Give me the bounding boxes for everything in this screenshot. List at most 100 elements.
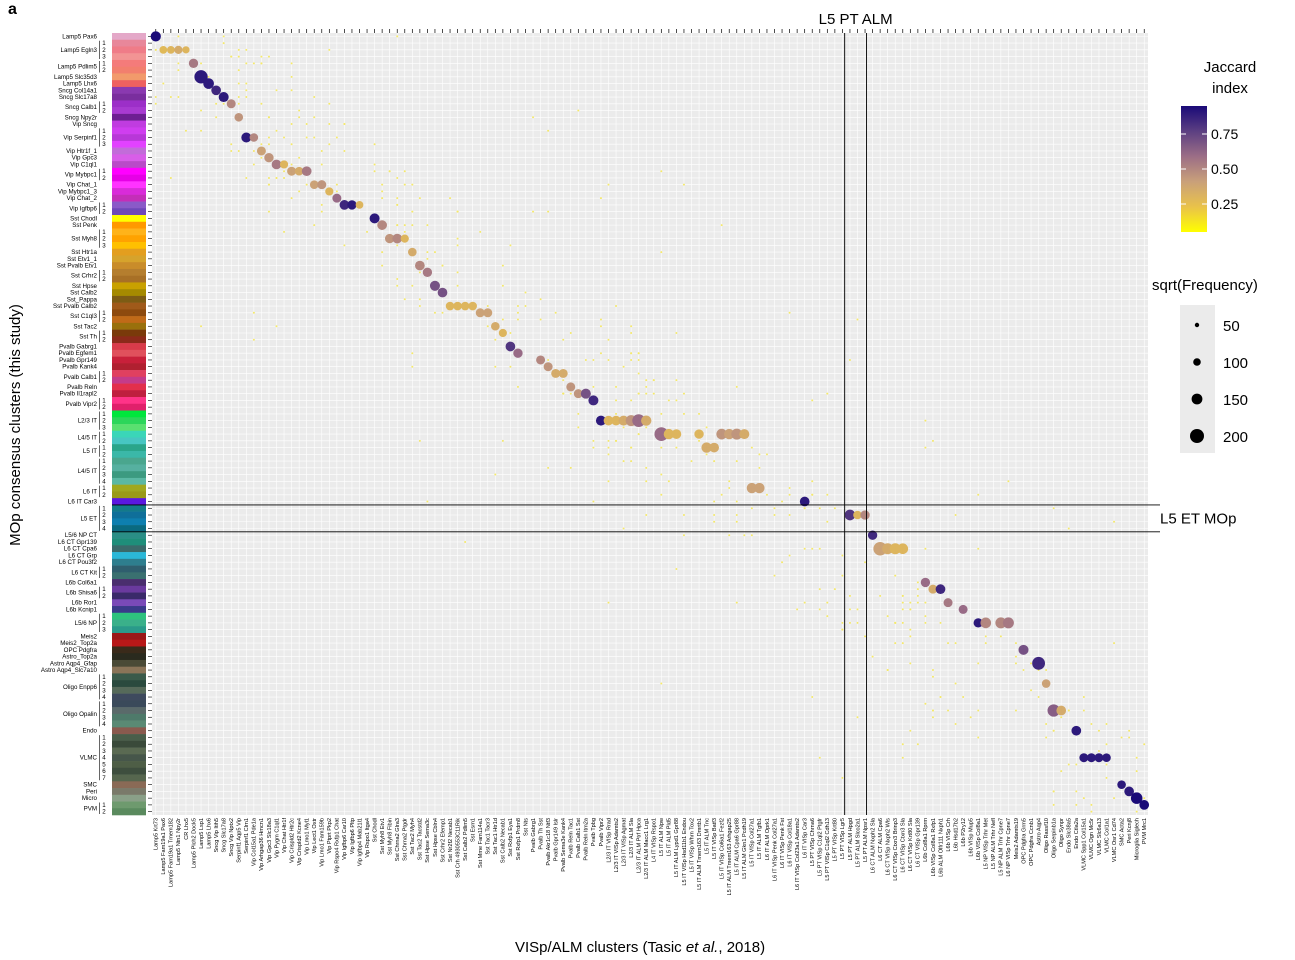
size-legend-circle	[1191, 393, 1203, 405]
y-subcluster-number: 2	[102, 175, 106, 182]
faint-point	[230, 55, 233, 58]
data-point	[889, 543, 901, 555]
faint-point	[637, 352, 640, 355]
faint-point	[615, 385, 618, 388]
faint-point	[418, 271, 421, 274]
y-subcluster-number: 2	[102, 134, 106, 141]
x-tick-label: Pvalb Gabrg1	[531, 818, 537, 852]
faint-point	[328, 102, 331, 105]
y-group-label: L4/5 IT	[78, 468, 97, 475]
faint-point	[773, 514, 776, 517]
faint-point	[524, 305, 527, 308]
faint-point	[328, 48, 331, 51]
x-tick-label: L6b VISp Crh	[946, 818, 952, 852]
faint-point	[660, 682, 663, 685]
faint-point	[418, 305, 421, 308]
data-point	[1041, 679, 1051, 688]
size-legend-circle	[1190, 429, 1204, 443]
faint-point	[758, 466, 761, 469]
faint-point	[720, 224, 723, 227]
faint-point	[984, 642, 987, 645]
faint-point	[818, 547, 821, 550]
x-tick-label: Oligo Synpr	[1059, 818, 1065, 847]
faint-point	[592, 358, 595, 361]
x-tick-label: SMC Acta2	[1119, 818, 1125, 846]
faint-point	[630, 331, 633, 334]
faint-point	[879, 594, 882, 597]
faint-point	[713, 520, 716, 523]
faint-point	[1135, 770, 1138, 773]
data-point	[595, 415, 606, 426]
faint-point	[856, 621, 859, 624]
data-point	[1018, 644, 1029, 655]
faint-point	[833, 507, 836, 510]
x-tick-label: L2/3 IT VISp Adamts2	[614, 818, 620, 872]
faint-point	[222, 35, 225, 38]
cluster-color-cell	[112, 397, 146, 405]
y-group-label: Sst Pvalb Calb2	[53, 303, 98, 310]
x-tick-label: Vip Lmo1 Myl1	[304, 818, 310, 855]
faint-point	[1097, 749, 1100, 752]
faint-point	[909, 729, 912, 732]
cluster-color-cell	[112, 619, 146, 627]
size-legend-title: sqrt(Frequency)	[1152, 277, 1258, 294]
cluster-color-cell	[112, 201, 146, 209]
data-point	[422, 267, 433, 277]
faint-point	[237, 82, 240, 85]
faint-point	[773, 507, 776, 510]
y-subcluster-number: 2	[102, 741, 106, 748]
faint-point	[924, 547, 927, 550]
y-axis-title: MOp consensus clusters (this study)	[7, 304, 24, 546]
cluster-color-strip	[112, 33, 146, 816]
size-legend-panel	[1180, 305, 1215, 453]
x-tick-label: Sst Esm1	[470, 818, 476, 842]
x-tick-label: Vip Rspo4 Rxfp1 Chat	[335, 818, 341, 874]
faint-point	[826, 520, 829, 523]
x-axis-labels: Lamp5 Krt73 Lamp5 Fam19a1 Pax6 Lamp5 Fam19…	[154, 817, 1148, 895]
faint-point	[931, 675, 934, 678]
data-point	[301, 166, 312, 177]
cluster-color-cell	[112, 349, 146, 357]
faint-point	[954, 514, 957, 517]
data-point	[739, 429, 750, 440]
faint-point	[735, 520, 738, 523]
x-tick-label: Vip Rspo1 Itga4	[365, 818, 371, 858]
faint-point	[283, 176, 286, 179]
faint-point	[788, 487, 791, 490]
y-group-label: Vip Sncg	[72, 121, 97, 128]
faint-point	[245, 82, 248, 85]
faint-point	[856, 318, 859, 321]
faint-point	[456, 284, 459, 287]
y-group-label: Pvalb Egfem1	[58, 350, 97, 357]
y-subcluster-number: 1	[102, 397, 106, 404]
faint-point	[788, 493, 791, 496]
cluster-color-cell	[112, 585, 146, 593]
cluster-color-cell	[112, 46, 146, 54]
faint-point	[154, 102, 157, 105]
data-point	[1124, 786, 1134, 797]
faint-point	[283, 170, 286, 173]
x-tick-label: Vip Ptprt Pkp2	[327, 818, 333, 854]
faint-point	[735, 601, 738, 604]
cluster-color-cell	[112, 66, 146, 74]
x-tick-label: L5 NP ALM Trhr Cpne7	[999, 818, 1005, 876]
faint-point	[682, 183, 685, 186]
faint-point	[1105, 776, 1108, 779]
data-point	[641, 415, 652, 426]
faint-point	[154, 96, 157, 99]
faint-point	[184, 129, 187, 132]
y-group-label: Sst Chodl	[70, 215, 97, 222]
faint-point	[283, 230, 286, 233]
faint-point	[924, 601, 927, 604]
y-group-label: Pvalb Il1rapl2	[60, 391, 98, 398]
faint-point	[569, 331, 572, 334]
data-point	[437, 287, 448, 298]
cluster-color-cell	[112, 491, 146, 499]
faint-point	[931, 709, 934, 712]
data-point	[716, 428, 728, 440]
y-group-label: Sst Htr1a	[71, 249, 97, 256]
faint-point	[1075, 763, 1078, 766]
data-point	[460, 301, 470, 311]
faint-point	[803, 547, 806, 550]
cluster-color-cell	[112, 73, 146, 81]
